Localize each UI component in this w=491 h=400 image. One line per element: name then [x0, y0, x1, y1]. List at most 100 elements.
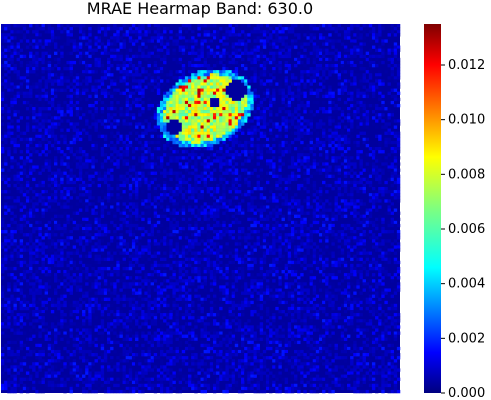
heatmap-cell: [234, 60, 239, 65]
heatmap-cell: [197, 153, 201, 157]
heatmap-cell: [194, 110, 198, 114]
heatmap-cell: [294, 131, 298, 135]
heatmap-cell: [368, 24, 373, 28]
heatmap-cell: [334, 214, 338, 218]
heatmap-cell: [35, 97, 39, 102]
heatmap-cell: [334, 122, 338, 126]
heatmap-cell: [88, 137, 92, 142]
heatmap-cell: [159, 24, 164, 28]
heatmap-cell: [203, 76, 207, 80]
heatmap-cell: [94, 88, 98, 92]
heatmap-cell: [63, 156, 67, 160]
heatmap-cell: [7, 113, 11, 117]
heatmap-cell: [106, 193, 111, 197]
heatmap-cell: [188, 174, 192, 179]
heatmap-cell: [222, 63, 226, 68]
heatmap-cell: [10, 113, 14, 117]
heatmap-cell: [250, 202, 254, 206]
heatmap-cell: [69, 73, 73, 77]
heatmap-cell: [181, 27, 186, 31]
heatmap-cell: [156, 205, 161, 209]
heatmap-cell: [78, 54, 83, 59]
heatmap-cell: [272, 97, 276, 102]
heatmap-cell: [94, 100, 98, 105]
heatmap-cell: [82, 174, 86, 179]
heatmap-cell: [57, 168, 61, 172]
heatmap-cell: [381, 186, 385, 191]
heatmap-cell: [22, 214, 27, 218]
heatmap-cell: [343, 233, 348, 237]
heatmap-cell: [116, 208, 120, 212]
heatmap-cell: [159, 116, 164, 120]
heatmap-cell: [16, 186, 20, 191]
heatmap-cell: [206, 196, 211, 200]
heatmap-cell: [38, 134, 42, 139]
heatmap-cell: [212, 39, 217, 43]
heatmap-cell: [191, 73, 195, 77]
heatmap-cell: [209, 85, 214, 89]
heatmap-cell: [306, 196, 310, 200]
heatmap-cell: [337, 233, 342, 237]
heatmap-cell: [159, 174, 164, 179]
heatmap-cell: [141, 131, 145, 135]
heatmap-cell: [381, 51, 385, 55]
heatmap-cell: [290, 79, 295, 83]
heatmap-cell: [353, 205, 357, 209]
heatmap-cell: [57, 134, 61, 139]
heatmap-cell: [228, 180, 232, 185]
heatmap-cell: [184, 107, 189, 111]
heatmap-cell: [153, 27, 158, 31]
heatmap-cell: [7, 116, 11, 120]
heatmap-cell: [194, 199, 198, 203]
heatmap-cell: [97, 230, 101, 234]
heatmap-cell: [393, 180, 398, 185]
heatmap-cell: [153, 54, 158, 59]
heatmap-cell: [119, 76, 123, 80]
heatmap-cell: [262, 39, 267, 43]
heatmap-cell: [181, 131, 186, 135]
heatmap-cell: [365, 110, 370, 114]
heatmap-cell: [350, 103, 354, 108]
heatmap-cell: [247, 196, 251, 200]
heatmap-cell: [47, 233, 52, 237]
heatmap-cell: [216, 33, 220, 37]
heatmap-cell: [328, 85, 332, 89]
heatmap-cell: [25, 122, 30, 126]
heatmap-cell: [19, 171, 24, 175]
heatmap-cell: [169, 230, 173, 234]
heatmap-cell: [343, 30, 348, 34]
heatmap-cell: [60, 36, 64, 40]
heatmap-cell: [309, 205, 313, 209]
heatmap-cell: [32, 230, 36, 234]
heatmap-cell: [128, 174, 133, 179]
heatmap-cell: [141, 217, 145, 222]
heatmap-cell: [60, 137, 64, 142]
heatmap-cell: [35, 103, 39, 108]
heatmap-cell: [75, 48, 80, 52]
heatmap-cell: [122, 33, 126, 37]
heatmap-cell: [169, 100, 173, 105]
heatmap-cell: [141, 153, 145, 157]
heatmap-cell: [197, 137, 201, 142]
heatmap-cell: [237, 226, 242, 231]
heatmap-cell: [328, 196, 332, 200]
heatmap-cell: [125, 159, 130, 163]
heatmap-cell: [91, 51, 95, 55]
heatmap-cell: [275, 193, 279, 197]
heatmap-cell: [250, 171, 254, 175]
heatmap-cell: [194, 165, 198, 169]
heatmap-cell: [166, 153, 170, 157]
heatmap-cell: [265, 60, 270, 65]
heatmap-cell: [262, 125, 267, 129]
heatmap-cell: [159, 165, 164, 169]
heatmap-cell: [306, 190, 310, 194]
heatmap-cell: [57, 24, 61, 28]
heatmap-cell: [1, 174, 5, 179]
heatmap-cell: [113, 162, 117, 166]
heatmap-cell: [78, 57, 83, 62]
heatmap-cell: [353, 79, 357, 83]
heatmap-cell: [156, 88, 161, 92]
heatmap-cell: [131, 85, 136, 89]
heatmap-cell: [184, 150, 189, 154]
heatmap-cell: [29, 199, 33, 203]
